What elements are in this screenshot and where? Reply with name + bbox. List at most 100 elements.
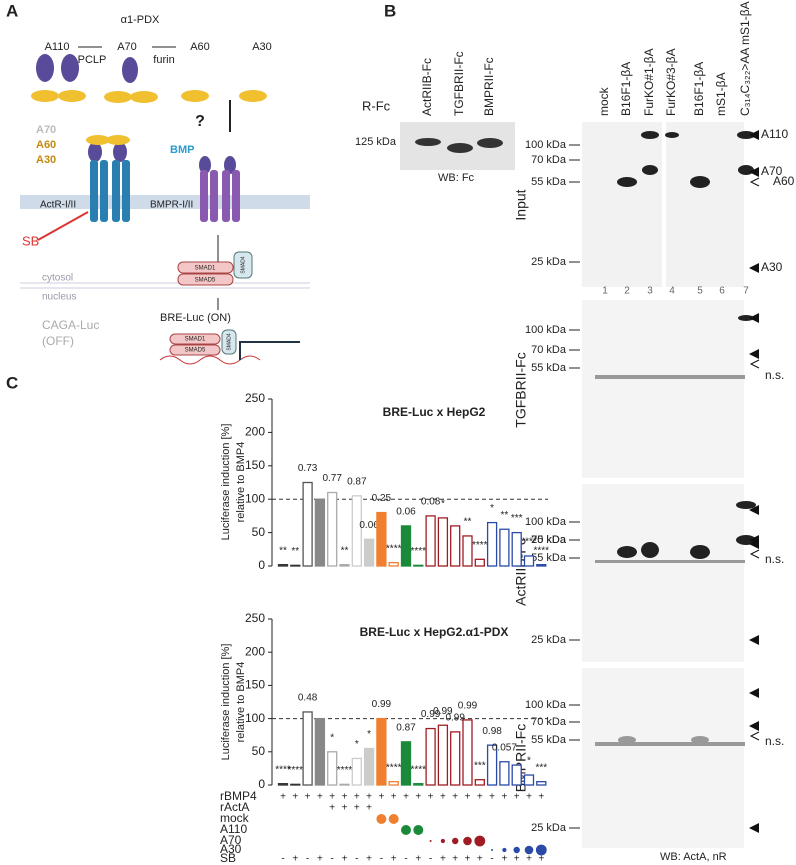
condition-value: +	[292, 854, 298, 865]
bar	[523, 555, 535, 567]
bar	[327, 491, 338, 567]
band	[415, 138, 441, 146]
label: ActR-I/II	[40, 200, 76, 211]
y-tick-label: 50	[252, 525, 266, 539]
annotation: 0.057	[492, 742, 517, 753]
annotation: 0.48	[298, 693, 318, 704]
marker: 25 kDa	[531, 634, 567, 646]
smad-box	[169, 344, 221, 356]
condition-value: +	[366, 854, 372, 865]
condition-value: -	[380, 854, 383, 865]
annotation: **	[341, 545, 349, 556]
label: A70	[36, 124, 56, 136]
label: SMAD5	[195, 278, 216, 284]
lane-label: ActRIIB-Fc	[420, 58, 434, 116]
label: SMAD4	[240, 256, 246, 273]
condition-value: +	[354, 792, 360, 803]
arrow	[749, 349, 759, 359]
bar	[536, 781, 547, 786]
annotation: ****	[521, 537, 537, 548]
marker: 100 kDa	[525, 516, 567, 528]
condition-value: -	[490, 854, 493, 865]
marker: 100 kDa	[525, 699, 567, 711]
condition-value: +	[514, 792, 520, 803]
lane-label: B16F1-βA	[619, 62, 633, 116]
bar	[523, 774, 535, 786]
annotation: ****	[411, 546, 427, 557]
label: BMPR-I/II	[150, 200, 193, 211]
condition-value: +	[305, 792, 311, 803]
annotation: 0.77	[322, 473, 342, 484]
condition-value: +	[317, 792, 323, 803]
dose-dot	[513, 846, 520, 854]
lane-label: BMPRII-Fc	[482, 57, 496, 116]
label: WB: ActA, nR	[660, 851, 727, 863]
chart-title: BRE-Luc x HepG2	[383, 405, 486, 419]
condition-value: +	[329, 792, 335, 803]
blot-label: Input	[513, 189, 529, 220]
y-tick-label: 0	[258, 558, 265, 572]
bar	[388, 781, 399, 786]
label: PCLP	[78, 54, 107, 66]
lane-label: B16F1-βA	[692, 62, 706, 116]
lane-label: TGFBRII-Fc	[452, 51, 466, 116]
label: WB: Fc	[438, 172, 475, 184]
marker: 55 kDa	[531, 734, 567, 746]
bar	[462, 535, 473, 567]
bar	[302, 481, 313, 567]
annotation: **	[291, 546, 299, 557]
annotation: 0.06	[359, 520, 379, 531]
bar	[413, 564, 424, 567]
annotation: *	[367, 729, 371, 740]
lane-label: mS1-βA	[714, 72, 728, 116]
label: (OFF)	[42, 334, 74, 348]
condition-label: A30	[220, 842, 242, 856]
bar	[474, 558, 485, 567]
label: cytosol	[42, 273, 73, 284]
bar	[425, 515, 436, 567]
arrow	[749, 263, 759, 273]
condition-value: -	[404, 854, 407, 865]
bar	[290, 783, 301, 786]
band-label: A30	[761, 260, 783, 274]
lane-label: C₃₁₄C₃₂₂>AA mS1-βA	[738, 1, 752, 116]
label: A30	[252, 41, 272, 53]
dose-dot	[429, 840, 432, 842]
condition-value: +	[329, 803, 335, 814]
condition-value: +	[538, 792, 544, 803]
smad-box	[221, 329, 237, 355]
blot	[582, 122, 662, 287]
lane-number: 3	[647, 286, 653, 297]
condition-value: +	[526, 792, 532, 803]
lane-number: 1	[602, 286, 608, 297]
lane-number: 4	[669, 286, 675, 297]
condition-label: rBMP4	[220, 789, 257, 803]
condition-value: +	[452, 854, 458, 865]
annotation: ****	[534, 545, 550, 556]
transcription-arrow	[239, 341, 300, 360]
condition-value: +	[317, 854, 323, 865]
panel-label: C	[6, 373, 18, 392]
condition-value: +	[440, 854, 446, 865]
condition-value: +	[501, 792, 507, 803]
bar	[486, 744, 498, 786]
label: nucleus	[42, 292, 76, 303]
blot-label: TGFBRII-Fc	[513, 352, 529, 427]
label: ?	[195, 113, 205, 130]
label: A110	[45, 41, 70, 53]
smad-box	[169, 333, 221, 345]
condition-value: +	[452, 792, 458, 803]
blot	[666, 122, 744, 287]
condition-value: -	[429, 854, 432, 865]
dose-dot	[463, 836, 472, 846]
marker: 25 kDa	[531, 534, 567, 546]
inhibit-line	[37, 211, 89, 241]
y-tick-label: 150	[245, 678, 265, 692]
axis-label: Luciferase induction [%]	[220, 424, 232, 541]
marker: 100 kDa	[525, 324, 567, 336]
label: SB	[22, 233, 39, 248]
condition-value: +	[477, 792, 483, 803]
arrows	[749, 130, 760, 833]
annotation: ***	[535, 762, 547, 773]
